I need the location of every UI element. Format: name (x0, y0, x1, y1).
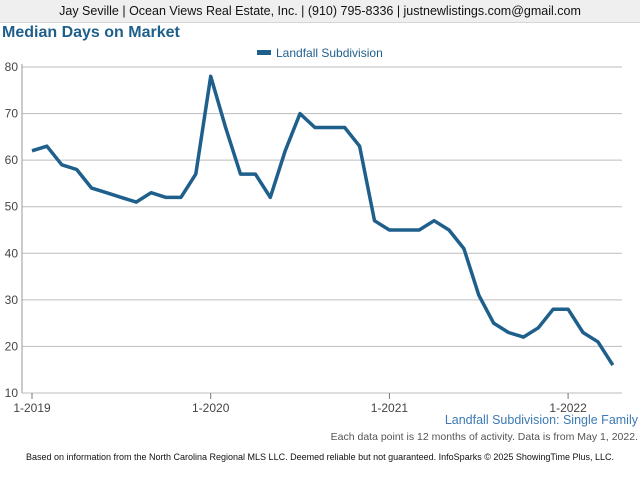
legend-label: Landfall Subdivision (276, 46, 383, 60)
y-tick-label: 60 (5, 153, 19, 167)
y-tick-label: 20 (5, 339, 19, 353)
header-contact-text: Jay Seville | Ocean Views Real Estate, I… (59, 4, 581, 18)
data-note: Each data point is 12 months of activity… (330, 431, 638, 443)
y-tick-label: 50 (5, 200, 19, 214)
y-tick-label: 40 (5, 246, 19, 260)
x-tick-label: 1-2019 (13, 401, 51, 415)
y-tick-label: 10 (5, 386, 19, 400)
x-tick-label: 1-2022 (549, 401, 587, 415)
y-tick-label: 30 (5, 293, 19, 307)
footer-disclaimer: Based on information from the North Caro… (25, 452, 615, 462)
series-line (31, 74, 615, 367)
chart-title: Median Days on Market (2, 24, 180, 41)
chart-subtitle: Landfall Subdivision: Single Family (444, 413, 638, 427)
x-tick-label: 1-2020 (192, 401, 230, 415)
x-tick-label: 1-2021 (371, 401, 409, 415)
header-bar: Jay Seville | Ocean Views Real Estate, I… (0, 0, 640, 23)
legend-swatch (257, 50, 271, 55)
y-tick-label: 80 (5, 60, 19, 74)
y-tick-label: 70 (5, 107, 19, 121)
